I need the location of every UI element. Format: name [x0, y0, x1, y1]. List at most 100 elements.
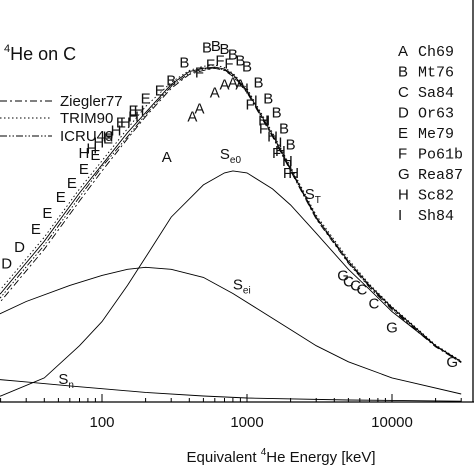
- source-symbol: A: [398, 43, 408, 60]
- data-point-e: E: [79, 161, 89, 178]
- legend-label-1: Ziegler77: [60, 93, 123, 110]
- data-point-a: A: [187, 109, 197, 126]
- data-point-b: B: [179, 54, 189, 71]
- x-axis-title-pre: Equivalent: [187, 449, 261, 466]
- curve-label-sn: Sn: [58, 371, 74, 391]
- source-symbol: E: [398, 125, 408, 142]
- source-legend: A Ch69 B Mt76 C Sa84 D Or63 E Me79 F Po61b G Rea87 H Sc…: [398, 43, 463, 225]
- data-point-f: F: [283, 165, 292, 182]
- data-point-b: B: [235, 52, 245, 69]
- series-line-3: [0, 67, 462, 363]
- source-symbol: H: [398, 187, 409, 204]
- data-point-f: F: [259, 121, 268, 138]
- data-point-e: E: [67, 175, 77, 192]
- data-point-e: E: [155, 82, 165, 99]
- data-point-a: A: [210, 85, 220, 102]
- x-axis-title: Equivalent 4He Energy [keV]: [187, 447, 376, 466]
- data-point-a: A: [228, 74, 238, 91]
- source-symbol: I: [398, 207, 402, 224]
- data-point-a: A: [219, 76, 229, 93]
- chart-title-superscript: 4: [4, 43, 10, 55]
- x-tick-label: 100: [89, 414, 114, 431]
- data-point-c: C: [343, 273, 354, 290]
- data-point-a: A: [235, 76, 245, 93]
- data-point-f: F: [206, 56, 215, 73]
- chart-title: 4He on C: [4, 43, 76, 64]
- data-point-e: E: [90, 147, 100, 164]
- data-point-c: C: [368, 296, 379, 313]
- data-point-f: F: [246, 97, 255, 114]
- series-line-6: [0, 379, 462, 402]
- data-point-i: I: [289, 157, 293, 174]
- data-point-e: E: [31, 221, 41, 238]
- data-point-h: H: [275, 143, 286, 160]
- data-point-h: H: [282, 153, 293, 170]
- data-point-f: F: [224, 56, 233, 73]
- source-legend-entry: I Sh84: [398, 207, 454, 225]
- data-point-e: E: [42, 205, 52, 222]
- data-point-h: H: [78, 145, 89, 162]
- source-name: Mt76: [418, 65, 454, 82]
- data-point-b: B: [211, 38, 221, 55]
- source-legend-entry: A Ch69: [398, 43, 454, 61]
- data-point-e: E: [141, 91, 151, 108]
- model-legend: Ziegler77 TRIM90 ICRU49: [0, 93, 123, 145]
- data-point-h: H: [267, 129, 278, 146]
- source-legend-entry: C Sa84: [398, 84, 454, 102]
- source-symbol: C: [398, 84, 409, 101]
- data-point-h: H: [93, 135, 104, 152]
- source-name: Sc82: [418, 188, 454, 205]
- source-name: Me79: [418, 126, 454, 143]
- data-point-b: B: [272, 105, 282, 122]
- source-legend-entry: H Sc82: [398, 187, 454, 205]
- data-point-b: B: [202, 39, 212, 56]
- curve-labels-layer: STSe0SeiSeSn: [58, 146, 320, 391]
- data-point-h: H: [86, 141, 97, 158]
- data-point-g: G: [337, 267, 349, 284]
- data-point-d: D: [14, 239, 25, 256]
- x-tick-label: 1000: [230, 414, 263, 431]
- series-line-4: [0, 266, 462, 395]
- source-name: Rea87: [418, 167, 463, 184]
- data-point-h: H: [128, 109, 139, 126]
- chart-title-text: He on C: [10, 44, 76, 64]
- data-point-a: A: [194, 101, 204, 118]
- source-name: Po61b: [418, 147, 463, 164]
- data-point-a: A: [162, 149, 172, 166]
- data-point-c: C: [350, 277, 361, 294]
- source-symbol: F: [398, 146, 407, 163]
- x-ticks: 100 1000 10000: [0, 394, 462, 431]
- data-point-i: I: [278, 135, 282, 152]
- data-point-b: B: [279, 121, 289, 138]
- series-line-0: [0, 66, 462, 363]
- curve-label-se0: Se0: [220, 146, 242, 166]
- data-point-e: E: [128, 103, 138, 120]
- data-point-c: C: [356, 281, 367, 298]
- data-point-h: H: [111, 123, 122, 140]
- source-symbol: D: [398, 105, 409, 122]
- legend-label-2: TRIM90: [60, 110, 113, 127]
- data-point-i: I: [245, 80, 249, 97]
- source-symbol: G: [398, 166, 410, 183]
- data-point-b: B: [228, 46, 238, 63]
- data-points-layer: AAAAAAABBBBBBBBBBBBBCCCCDDDDDEEEEEEEEEEE…: [1, 38, 458, 371]
- data-point-i: I: [266, 113, 270, 130]
- data-point-b: B: [253, 74, 263, 91]
- data-point-e: E: [56, 189, 66, 206]
- source-name: Sa84: [418, 85, 454, 102]
- data-point-e: E: [116, 115, 126, 132]
- data-point-d: D: [1, 255, 12, 272]
- data-point-g: G: [446, 354, 458, 371]
- data-point-f: F: [195, 64, 204, 81]
- source-symbol: B: [398, 64, 408, 81]
- source-legend-entry: G Rea87: [398, 166, 463, 184]
- legend-label-3: ICRU49: [60, 128, 113, 145]
- series-line-5: [0, 170, 462, 397]
- source-name: Ch69: [418, 44, 454, 61]
- source-legend-entry: B Mt76: [398, 64, 454, 82]
- source-legend-entry: D Or63: [398, 105, 454, 123]
- data-point-b: B: [166, 72, 176, 89]
- data-point-b: B: [242, 58, 252, 75]
- data-point-g: G: [386, 320, 398, 337]
